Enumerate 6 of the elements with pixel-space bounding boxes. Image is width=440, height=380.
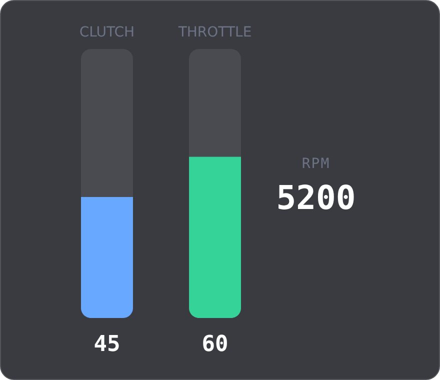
x-tick-label: CLUTCH	[79, 24, 135, 40]
data-label: 45	[94, 332, 120, 357]
text: 5200	[275, 178, 357, 217]
text: RPM	[300, 156, 332, 172]
data-label: 60	[202, 332, 228, 357]
x-tick-label: THROTTLE	[177, 24, 252, 40]
